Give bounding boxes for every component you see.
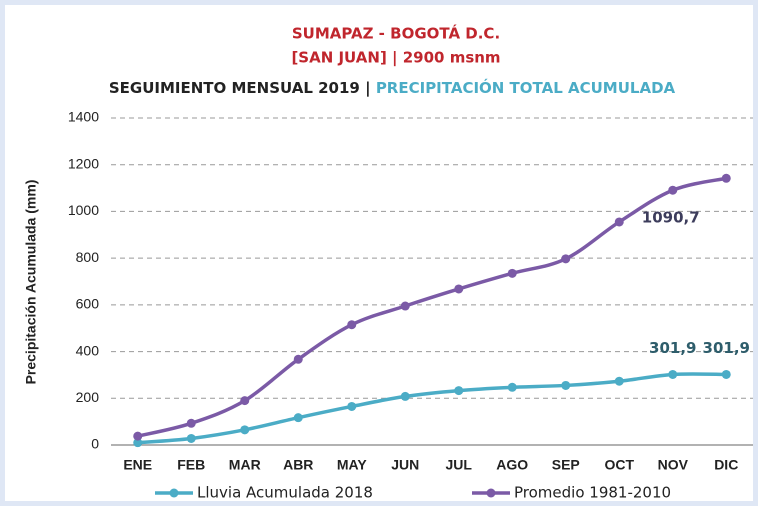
y-tick-label: 200 — [76, 389, 100, 405]
x-tick-label: NOV — [658, 457, 689, 473]
x-tick-label: AGO — [496, 457, 528, 473]
point — [668, 185, 678, 195]
x-tick-label: ENE — [123, 457, 152, 473]
chart-title: SUMAPAZ - BOGOTÁ D.C. — [292, 24, 500, 43]
point — [133, 438, 143, 448]
point — [721, 173, 731, 183]
x-tick-label: MAY — [337, 457, 367, 473]
chart-background — [5, 5, 753, 501]
legend-marker — [486, 488, 496, 498]
point — [507, 268, 517, 278]
x-tick-label: JUN — [391, 457, 419, 473]
line — [137, 372, 727, 445]
x-tick-label: DIC — [714, 457, 738, 473]
data-label: 301,9 — [703, 339, 750, 357]
y-tick-label: 800 — [76, 249, 100, 265]
point — [561, 380, 571, 390]
x-tick-label: SEP — [552, 457, 580, 473]
point — [668, 369, 678, 379]
point — [347, 320, 357, 330]
data-label: 1090,7 — [642, 209, 700, 227]
x-tick-label: JUL — [446, 457, 473, 473]
x-tick-label: FEB — [177, 457, 205, 473]
point — [347, 401, 357, 411]
x-tick-label: OCT — [604, 457, 634, 473]
chart-title: [SAN JUAN] | 2900 msnm — [291, 49, 500, 68]
legend-label: Promedio 1981-2010 — [514, 484, 671, 502]
y-tick-label: 400 — [76, 342, 100, 358]
point — [240, 425, 250, 435]
legend-label: Lluvia Acumulada 2018 — [197, 484, 373, 502]
y-axis-label: Precipitación Acumulada (mm) — [23, 180, 39, 385]
point — [614, 217, 624, 227]
y-tick-label: 600 — [76, 296, 100, 312]
subtitle-part: SEGUIMIENTO MENSUAL 2019 | — [109, 79, 371, 98]
point — [721, 369, 731, 379]
chart-subtitle: SEGUIMIENTO MENSUAL 2019 | PRECIPITACIÓN… — [109, 78, 676, 98]
subtitle-part: PRECIPITACIÓN TOTAL ACUMULADA — [376, 78, 676, 97]
point — [133, 431, 143, 441]
legend-marker — [169, 488, 179, 498]
y-tick-label: 1200 — [68, 155, 99, 171]
point — [186, 418, 196, 428]
point — [240, 396, 250, 406]
data-label: 301,9 — [649, 339, 696, 357]
point — [507, 382, 517, 392]
x-tick-label: MAR — [229, 457, 261, 473]
point — [293, 354, 303, 364]
y-tick-label: 1400 — [68, 109, 99, 125]
y-tick-label: 1000 — [68, 202, 99, 218]
point — [400, 301, 410, 311]
point — [454, 284, 464, 294]
point — [614, 376, 624, 386]
point — [400, 391, 410, 401]
point — [454, 386, 464, 396]
x-tick-label: ABR — [283, 457, 313, 473]
point — [293, 413, 303, 423]
point — [186, 433, 196, 443]
point — [561, 254, 571, 264]
y-tick-label: 0 — [91, 436, 99, 452]
